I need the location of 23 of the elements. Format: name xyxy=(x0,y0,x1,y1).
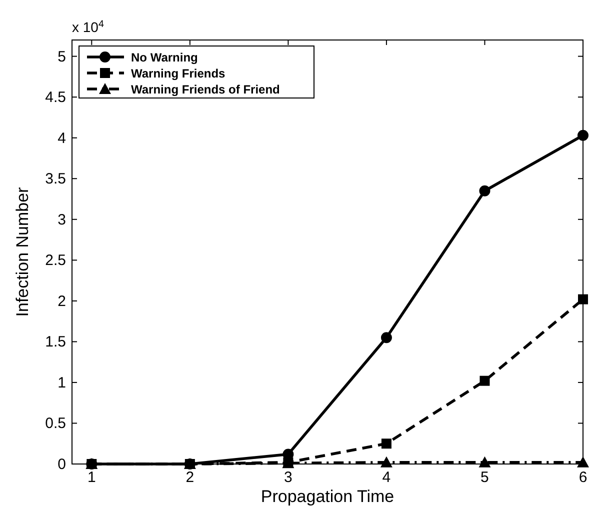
legend-label: No Warning xyxy=(131,50,198,64)
x-tick-label: 1 xyxy=(87,469,96,486)
y-axis-title: Infection Number xyxy=(13,186,32,317)
y-tick-label: 5 xyxy=(58,48,66,66)
y-tick-label: 2 xyxy=(58,292,66,310)
x-tick-label: 5 xyxy=(480,469,489,486)
text: x 10$^{4}$ xyxy=(72,18,104,35)
y-tick-label: 0 xyxy=(58,456,66,473)
y-tick-label: 3.5 xyxy=(45,170,66,188)
x-axis-title: Propagation Time xyxy=(260,487,394,506)
x-tick-label: 4 xyxy=(382,469,391,486)
y-tick-label: 0.5 xyxy=(45,415,66,432)
x-tick-label: 2 xyxy=(186,469,194,486)
legend-label: Warning Friends xyxy=(131,66,226,80)
y-tick-label: 4.5 xyxy=(45,89,66,106)
y-tick-label: 2.5 xyxy=(45,252,66,270)
legend-label: Warning Friends of Friend xyxy=(131,82,280,96)
y-tick-label: 3 xyxy=(58,211,66,228)
x-tick-label: 3 xyxy=(284,469,292,486)
x-tick-label: 6 xyxy=(578,469,588,486)
y-tick-label: 1.5 xyxy=(45,334,66,351)
y-tick-label: 1 xyxy=(58,374,66,392)
y-tick-label: 4 xyxy=(58,130,66,147)
